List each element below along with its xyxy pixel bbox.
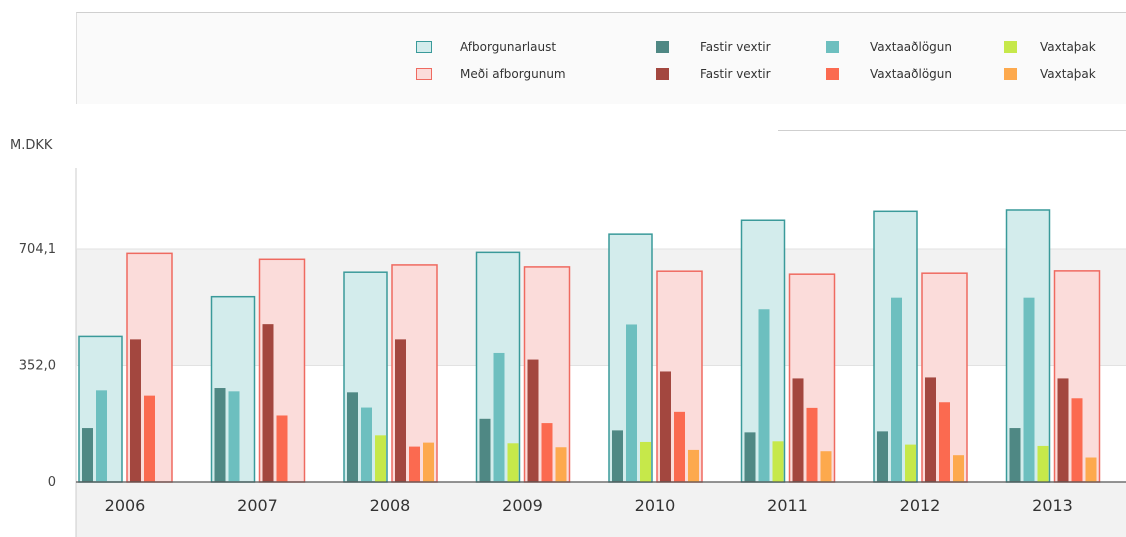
y-tick-label: 704,1 bbox=[19, 242, 56, 257]
bar-afborgunarlaust-cap bbox=[640, 441, 651, 482]
x-tick-label: 2012 bbox=[900, 496, 941, 515]
bar-afborgunarlaust-adj bbox=[1023, 297, 1035, 482]
y-tick-label: 0 bbox=[48, 475, 56, 490]
bar-medi-afborgunum-adj bbox=[1071, 398, 1083, 482]
bar-afborgunarlaust-fixed bbox=[877, 431, 888, 482]
bar-medi-afborgunum-fixed bbox=[792, 378, 804, 482]
bar-afborgunarlaust-cap bbox=[772, 441, 784, 482]
bar-medi-afborgunum-adj bbox=[939, 402, 950, 482]
bar-medi-afborgunum-fixed bbox=[527, 359, 539, 482]
legend-label: Fastir vextir bbox=[700, 40, 771, 54]
legend-label: Meði afborgunum bbox=[460, 67, 566, 81]
x-tick-label: 2007 bbox=[237, 496, 278, 515]
bar-afborgunarlaust-fixed bbox=[612, 430, 623, 482]
legend-swatch bbox=[1004, 41, 1017, 53]
bar-afborgunarlaust-adj bbox=[361, 407, 372, 482]
legend-label: Fastir vextir bbox=[700, 67, 771, 81]
bar-afborgunarlaust-adj bbox=[758, 309, 770, 482]
x-axis-band bbox=[76, 482, 1126, 537]
legend-panel bbox=[76, 12, 1126, 104]
bar-medi-afborgunum-cap bbox=[820, 451, 832, 482]
legend-swatch bbox=[656, 68, 669, 80]
bar-medi-afborgunum-adj bbox=[541, 423, 553, 482]
bar-afborgunarlaust-adj bbox=[626, 324, 637, 482]
legend-swatch-afborgunarlaust bbox=[416, 41, 432, 53]
bar-afborgunarlaust-fixed bbox=[744, 432, 756, 482]
legend-swatch bbox=[826, 68, 839, 80]
x-tick-label: 2011 bbox=[767, 496, 808, 515]
bar-afborgunarlaust-fixed bbox=[479, 418, 491, 482]
x-tick-label: 2013 bbox=[1032, 496, 1073, 515]
bar-medi-afborgunum-adj bbox=[674, 411, 685, 482]
legend-label: Vaxtaaðlögun bbox=[870, 40, 952, 54]
bar-afborgunarlaust-cap bbox=[905, 444, 916, 482]
legend-label: Vaxtaþak bbox=[1040, 40, 1096, 54]
chart-top-rule bbox=[778, 130, 1126, 131]
bar-afborgunarlaust-adj bbox=[228, 391, 240, 482]
bar-medi-afborgunum-fixed bbox=[130, 339, 141, 482]
legend-swatch-medi-afborgunum bbox=[416, 68, 432, 80]
legend-label: Afborgunarlaust bbox=[460, 40, 557, 54]
bar-medi-afborgunum-cap bbox=[555, 447, 567, 482]
x-tick-label: 2010 bbox=[635, 496, 676, 515]
bar-afborgunarlaust-cap bbox=[507, 443, 519, 482]
bar-medi-afborgunum-cap bbox=[953, 455, 964, 482]
bar-medi-afborgunum-adj bbox=[276, 415, 288, 482]
bar-medi-afborgunum-fixed bbox=[395, 339, 406, 482]
bar-medi-afborgunum-cap bbox=[688, 449, 699, 482]
bar-afborgunarlaust-cap bbox=[1037, 445, 1049, 482]
bar-afborgunarlaust-adj bbox=[96, 390, 107, 482]
bar-medi-afborgunum-adj bbox=[806, 407, 818, 482]
bar-afborgunarlaust-adj bbox=[493, 352, 505, 482]
bar-afborgunarlaust-fixed bbox=[82, 428, 93, 482]
bar-medi-afborgunum-cap bbox=[1085, 457, 1097, 482]
x-tick-label: 2006 bbox=[105, 496, 146, 515]
bar-medi-afborgunum-fixed bbox=[262, 324, 274, 482]
legend-label: Vaxtaþak bbox=[1040, 67, 1096, 81]
bar-afborgunarlaust-cap bbox=[375, 435, 386, 482]
bar-afborgunarlaust-fixed bbox=[347, 392, 358, 482]
x-tick-label: 2009 bbox=[502, 496, 543, 515]
bar-medi-afborgunum-adj bbox=[144, 395, 155, 482]
y-tick-label: 352,0 bbox=[19, 359, 56, 374]
legend-label: Vaxtaaðlögun bbox=[870, 67, 952, 81]
legend-swatch bbox=[826, 41, 839, 53]
legend-swatch bbox=[1004, 68, 1017, 80]
bar-afborgunarlaust-fixed bbox=[214, 388, 226, 482]
bar-medi-afborgunum-cap bbox=[423, 442, 434, 482]
bar-medi-afborgunum-fixed bbox=[1057, 378, 1069, 482]
bar-afborgunarlaust-adj bbox=[891, 297, 902, 482]
bar-afborgunarlaust-fixed bbox=[1009, 428, 1021, 482]
legend-swatch bbox=[656, 41, 669, 53]
bar-medi-afborgunum-fixed bbox=[925, 377, 936, 482]
y-axis-unit-label: M.DKK bbox=[10, 138, 53, 153]
bar-medi-afborgunum-fixed bbox=[660, 371, 671, 482]
bar-medi-afborgunum-adj bbox=[409, 446, 420, 482]
x-tick-label: 2008 bbox=[370, 496, 411, 515]
